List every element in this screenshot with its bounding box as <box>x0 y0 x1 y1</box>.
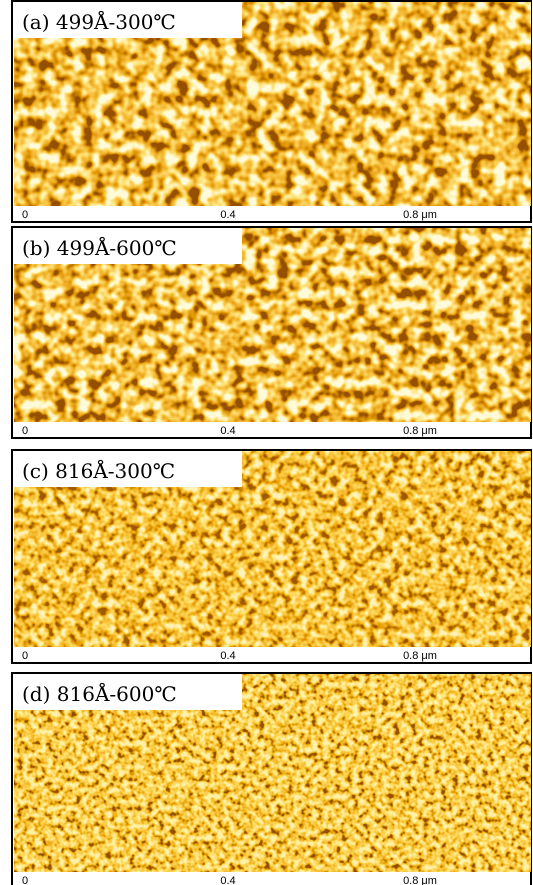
panel-label: (c) 816Å-300℃ <box>22 458 175 483</box>
axis-label: 0.8 μm <box>403 875 437 885</box>
panel-label: (d) 816Å-600℃ <box>22 681 177 706</box>
axis-label: 0 <box>22 425 28 437</box>
axis-label: 0.8 μm <box>403 650 437 662</box>
axis-label: 0.4 <box>220 425 235 437</box>
axis-label: 0 <box>22 209 28 221</box>
axis-label: 0.4 <box>220 875 235 885</box>
panel-label: (b) 499Å-600℃ <box>22 235 177 260</box>
axis-label: 0.8 μm <box>403 209 437 221</box>
axis-label: 0.4 <box>220 650 235 662</box>
axis-label: 0 <box>22 875 28 885</box>
axis-label: 0.4 <box>220 209 235 221</box>
afm-figure: (a) 499Å-300℃ 0 0.4 0.8 μm (b) 499Å-600℃ 0 0.4… <box>0 0 533 885</box>
axis-label: 0.8 μm <box>403 425 437 437</box>
figure: (a) 499Å-300℃ 0 0.4 0.8 μm (b) 499Å-600℃ 0 0.4… <box>0 0 533 885</box>
axis-label: 0 <box>22 650 28 662</box>
panel-label: (a) 499Å-300℃ <box>22 9 176 34</box>
